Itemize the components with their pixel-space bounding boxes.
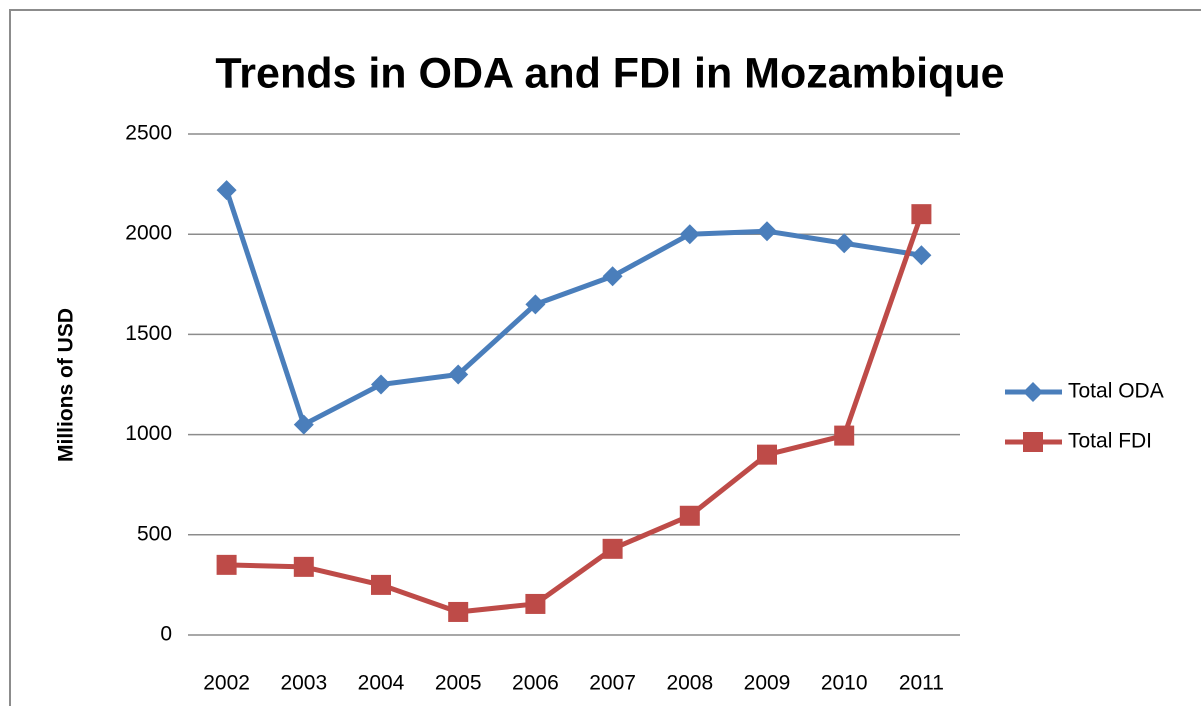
- marker: [525, 593, 546, 614]
- legend-label: Total FDI: [1068, 430, 1152, 453]
- marker: [911, 204, 932, 225]
- y-axis-label: Millions of USD: [55, 308, 78, 462]
- y-tick-label: 1500: [125, 322, 172, 345]
- marker: [216, 180, 237, 201]
- x-tick-label: 2010: [821, 672, 868, 695]
- y-tick-label: 2000: [125, 222, 172, 245]
- x-tick-label: 2011: [899, 672, 944, 695]
- y-tick-label: 1000: [125, 422, 172, 445]
- y-tick-label: 2500: [125, 122, 172, 145]
- marker: [757, 221, 777, 242]
- marker: [216, 554, 237, 575]
- marker: [679, 505, 700, 526]
- x-tick-label: 2004: [358, 672, 405, 695]
- marker: [1023, 432, 1043, 452]
- x-tick-label: 2005: [435, 672, 482, 695]
- marker: [757, 444, 777, 465]
- line: [224, 189, 922, 428]
- chart-title: Trends in ODA and FDI in Mozambique: [215, 49, 1004, 97]
- chart-frame: [9, 9, 1201, 706]
- marker: [602, 538, 623, 559]
- marker: [371, 374, 391, 395]
- line: [226, 213, 924, 615]
- marker: [448, 364, 469, 385]
- marker: [371, 574, 391, 595]
- x-tick-label: 2006: [512, 672, 559, 695]
- x-tick-label: 2009: [744, 672, 791, 695]
- marker: [602, 266, 623, 287]
- marker: [293, 556, 314, 577]
- legend-label: Total ODA: [1068, 380, 1164, 403]
- marker: [1023, 382, 1043, 402]
- marker: [293, 414, 314, 435]
- x-tick-label: 2002: [203, 672, 250, 695]
- marker: [679, 224, 700, 245]
- marker: [525, 294, 546, 315]
- x-tick-label: 2003: [280, 672, 327, 695]
- marker: [834, 233, 855, 254]
- marker: [448, 601, 469, 622]
- y-tick-label: 0: [160, 623, 172, 646]
- marker: [911, 245, 932, 266]
- marker: [834, 425, 855, 446]
- x-tick-label: 2007: [589, 672, 636, 695]
- y-tick-label: 500: [137, 522, 172, 545]
- x-tick-label: 2008: [666, 672, 713, 695]
